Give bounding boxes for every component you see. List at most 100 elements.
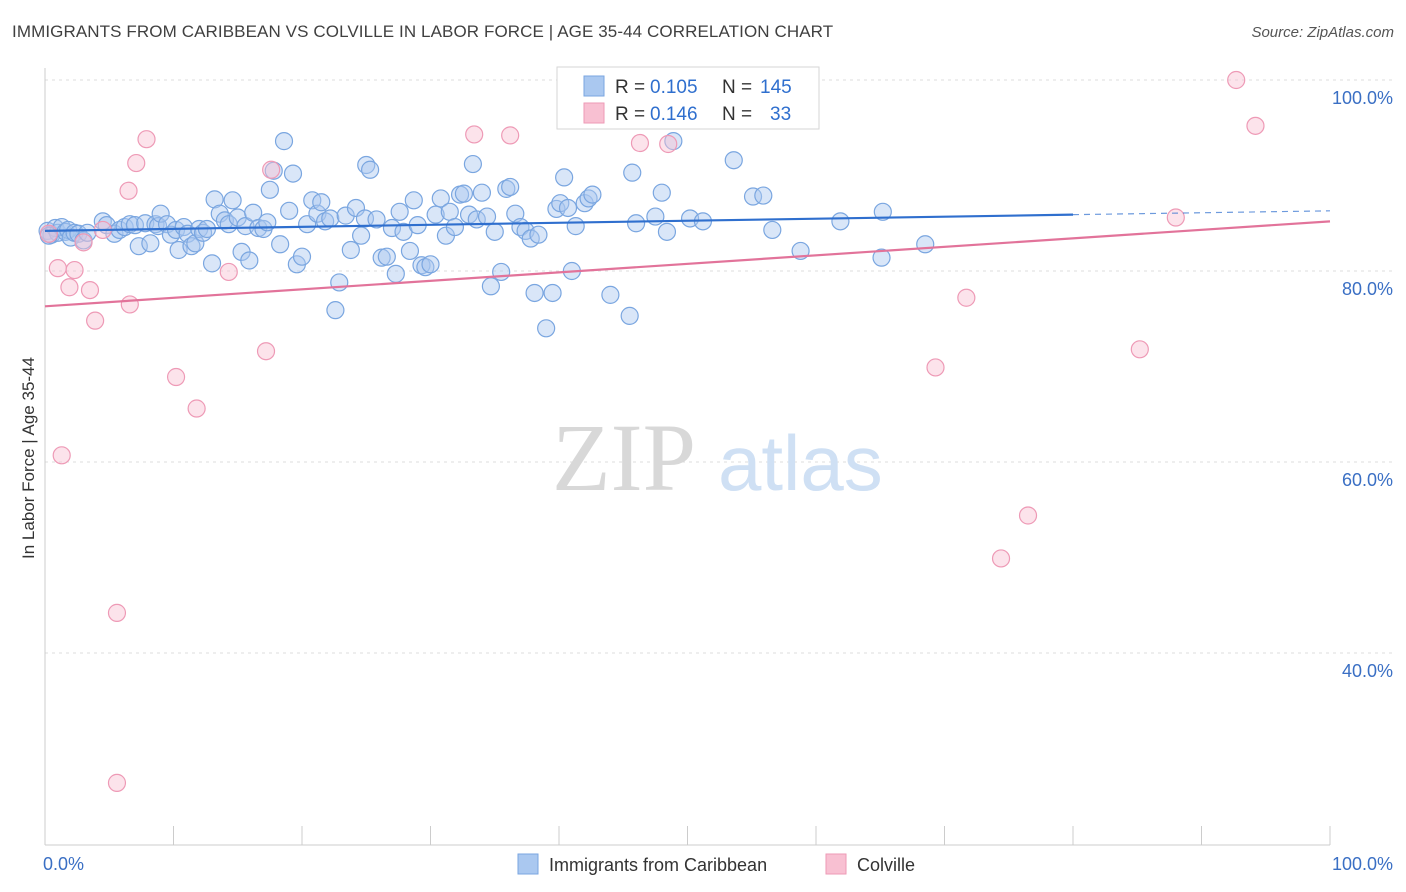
point-caribbean [543,283,562,303]
point-caribbean [426,205,445,224]
point-caribbean [537,319,556,338]
point-colville [74,233,93,252]
point-caribbean [445,217,465,237]
point-caribbean [626,214,646,233]
point-caribbean [872,248,891,267]
point-caribbean [831,212,850,231]
point-colville [1130,340,1149,359]
point-caribbean [620,306,639,325]
legend-swatch-pink [583,102,605,124]
point-caribbean [129,237,148,256]
y-tick-label: 80.0% [1342,279,1393,299]
point-caribbean [205,190,224,209]
point-caribbean [664,132,683,151]
point-caribbean [416,258,435,277]
point-caribbean [754,186,773,205]
point-caribbean [421,255,440,274]
point-caribbean [330,273,349,292]
point-caribbean [525,283,544,303]
point-caribbean [151,204,170,223]
point-colville [127,153,146,173]
point-caribbean [386,264,405,283]
watermark-atlas: atlas [718,419,883,507]
point-caribbean [341,240,360,260]
point-caribbean [501,177,520,197]
point-colville [39,224,58,243]
point-caribbean [283,164,303,183]
point-caribbean [377,247,396,266]
point-caribbean [485,222,504,241]
point-caribbean [346,198,366,218]
point-caribbean [280,201,299,220]
point-caribbean [763,220,782,240]
trend-layer [44,210,1331,308]
point-caribbean [292,247,312,266]
point-caribbean [431,189,450,208]
point-caribbean [916,235,935,254]
point-colville [119,181,138,200]
point-caribbean [141,234,160,253]
point-colville [926,358,945,377]
point-caribbean [492,262,511,282]
point-caribbean [326,301,345,320]
point-caribbean [583,185,602,204]
legend-bottom-label-0: Immigrants from Caribbean [549,855,767,875]
legend-bottom: Immigrants from Caribbean Colville [517,853,915,875]
point-caribbean [506,204,525,223]
point-caribbean [303,191,322,210]
point-caribbean [404,191,423,210]
axes-layer [44,68,1331,846]
point-caribbean [601,285,620,304]
point-caribbean [724,151,743,170]
point-colville [465,125,484,144]
point-caribbean [400,241,420,261]
point-colville [80,281,100,300]
point-caribbean [321,209,340,228]
point-caribbean [352,226,371,245]
point-colville [630,133,650,153]
point-caribbean [566,217,585,236]
point-caribbean [477,207,497,226]
point-caribbean [271,235,290,254]
legend-n-value-0: 145 [760,77,792,98]
point-colville [501,126,520,145]
x-tick-label: 0.0% [43,854,84,874]
legend-r-label-0: R = [615,77,645,98]
legend-swatch-blue [583,75,605,97]
point-caribbean [873,202,892,221]
point-caribbean [646,207,665,226]
point-colville [219,262,238,282]
point-colville [86,311,105,330]
point-colville [256,342,276,361]
point-caribbean [361,160,380,179]
legend-r-value-0: 0.105 [650,77,698,98]
point-colville [262,160,281,179]
legend-n-label-1: N = [722,104,752,125]
point-caribbean [336,206,355,225]
point-caribbean [555,168,574,187]
y-tick-label: 60.0% [1342,470,1393,490]
point-caribbean [481,277,500,296]
point-colville [991,549,1011,568]
point-caribbean [382,218,402,238]
point-colville [1018,506,1038,525]
point-caribbean [240,251,259,270]
y-tick-label: 40.0% [1342,661,1393,681]
legend-bottom-swatch-blue [517,853,539,875]
watermark: ZIP atlas [552,404,883,511]
legend-n-label-0: N = [722,77,752,98]
legend-r-value-1: 0.146 [650,104,698,125]
point-colville [107,603,127,622]
point-colville [166,367,186,387]
point-caribbean [440,202,459,221]
point-caribbean [78,223,97,242]
point-colville [65,260,84,280]
point-caribbean [463,154,483,174]
point-caribbean [223,191,242,210]
y-axis-title: In Labor Force | Age 35-44 [19,357,38,559]
point-caribbean [529,225,548,244]
point-caribbean [367,210,386,229]
point-colville [1246,116,1265,135]
legend-bottom-swatch-pink [825,853,847,875]
